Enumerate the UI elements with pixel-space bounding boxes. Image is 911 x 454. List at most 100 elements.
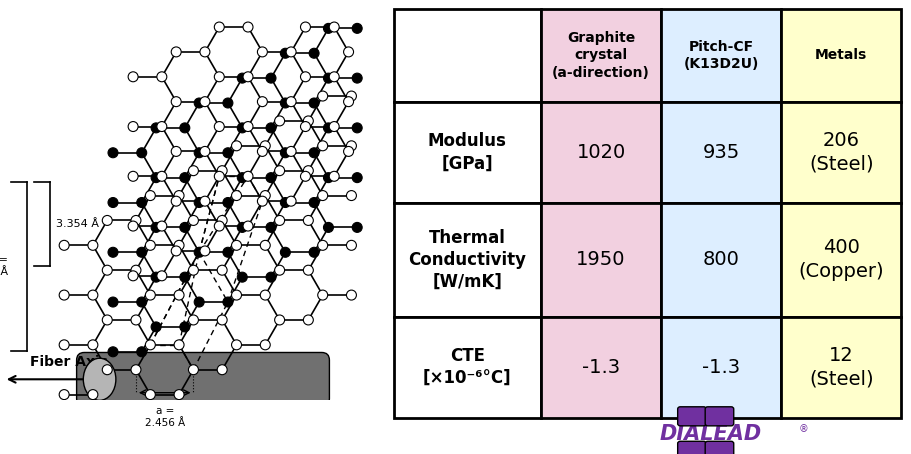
Circle shape [194,197,204,207]
Circle shape [352,222,362,232]
Circle shape [323,222,333,232]
Circle shape [214,221,224,231]
Circle shape [274,315,284,325]
Circle shape [145,290,155,300]
Circle shape [179,322,189,332]
Circle shape [157,271,167,281]
Circle shape [346,91,356,101]
Circle shape [266,272,276,282]
Circle shape [189,166,199,176]
FancyBboxPatch shape [77,352,329,406]
Circle shape [303,116,313,126]
Circle shape [171,196,181,206]
Circle shape [102,365,112,375]
Circle shape [137,148,147,158]
Bar [660,9,781,102]
Circle shape [309,48,319,58]
Circle shape [260,240,270,250]
Circle shape [346,290,356,300]
Circle shape [107,197,118,207]
Circle shape [286,47,296,57]
FancyBboxPatch shape [704,407,733,426]
Circle shape [222,297,232,307]
Circle shape [194,247,204,257]
Circle shape [200,97,210,107]
Circle shape [242,171,252,181]
Text: Thermal
Conductivity
[W/mK]: Thermal Conductivity [W/mK] [408,228,526,291]
Text: -1.3: -1.3 [581,358,619,377]
Circle shape [352,123,362,133]
Circle shape [157,122,167,132]
Circle shape [87,390,97,400]
Bar [781,316,900,418]
Circle shape [145,390,155,400]
Circle shape [171,246,181,256]
Circle shape [157,221,167,231]
Bar [781,9,900,102]
Text: 3.354 Å: 3.354 Å [56,219,98,229]
FancyBboxPatch shape [704,441,733,454]
Circle shape [194,98,204,108]
Circle shape [107,347,118,357]
Circle shape [260,290,270,300]
Circle shape [131,265,141,275]
Circle shape [217,216,227,226]
Circle shape [260,340,270,350]
Circle shape [343,97,353,107]
Circle shape [87,240,97,250]
Circle shape [286,147,296,156]
Circle shape [300,72,310,82]
Circle shape [145,191,155,201]
Circle shape [107,297,118,307]
Circle shape [128,221,138,231]
Bar [394,203,540,316]
Text: 206
(Steel): 206 (Steel) [808,131,873,173]
Circle shape [200,196,210,206]
Circle shape [352,73,362,83]
Circle shape [214,72,224,82]
Circle shape [189,265,199,275]
Bar [394,9,540,102]
Circle shape [157,171,167,181]
Circle shape [274,265,284,275]
Circle shape [145,340,155,350]
Circle shape [266,123,276,133]
Circle shape [309,197,319,207]
Circle shape [200,147,210,156]
Circle shape [107,247,118,257]
Circle shape [217,365,227,375]
Circle shape [257,47,267,57]
Circle shape [102,265,112,275]
Circle shape [174,290,184,300]
Circle shape [151,222,161,232]
Circle shape [300,22,310,32]
Circle shape [189,365,199,375]
Text: 935: 935 [701,143,739,162]
Circle shape [323,173,333,183]
Circle shape [323,123,333,133]
Circle shape [242,122,252,132]
Circle shape [303,216,313,226]
Bar [540,102,660,203]
Circle shape [107,148,118,158]
Ellipse shape [83,358,116,400]
Circle shape [329,171,339,181]
Text: Fiber Axis: Fiber Axis [30,355,107,369]
Circle shape [222,197,232,207]
Circle shape [346,240,356,250]
Circle shape [131,365,141,375]
Circle shape [231,141,241,151]
Circle shape [323,73,333,83]
Bar [540,203,660,316]
Circle shape [151,322,161,332]
Circle shape [231,290,241,300]
Circle shape [131,315,141,325]
Text: 800: 800 [702,250,739,269]
Circle shape [317,290,327,300]
Circle shape [128,171,138,181]
Circle shape [214,122,224,132]
Circle shape [59,290,69,300]
Circle shape [274,166,284,176]
Circle shape [200,246,210,256]
Text: -1.3: -1.3 [701,358,740,377]
